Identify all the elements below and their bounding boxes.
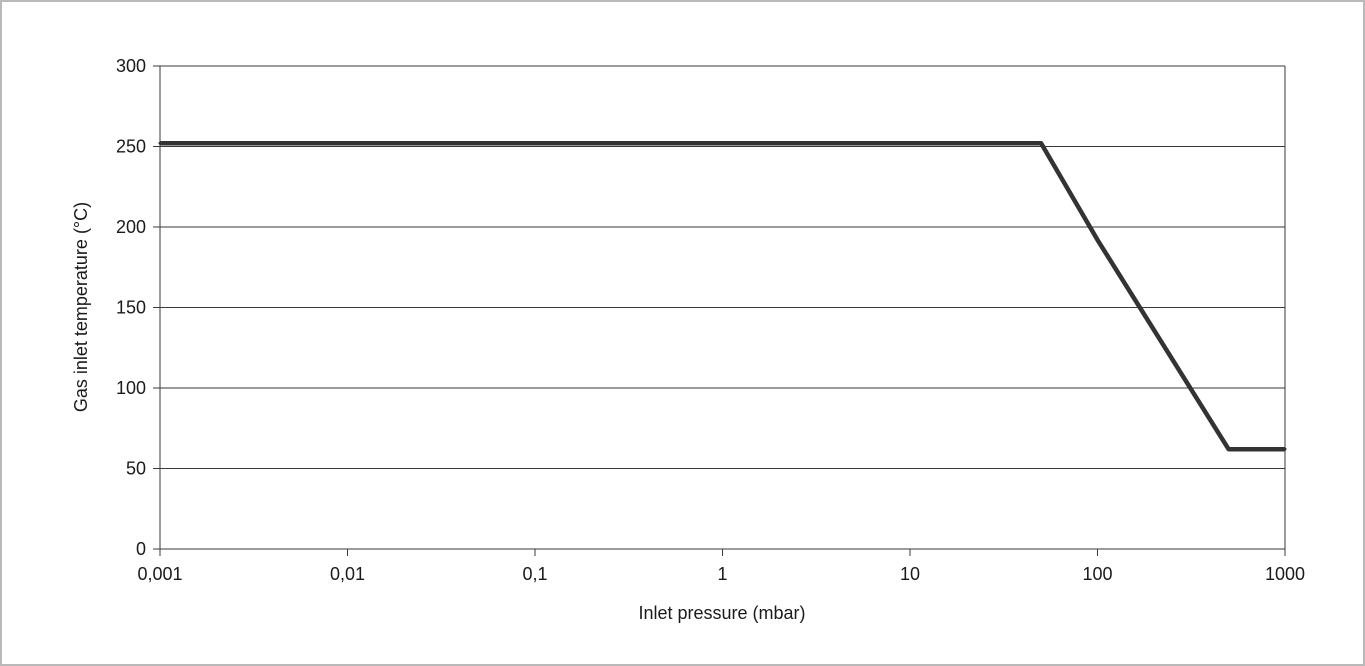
- series-point-0-1: [1039, 141, 1043, 145]
- y-tick-label-300: 300: [116, 56, 146, 76]
- x-tick-label-0,1: 0,1: [522, 564, 547, 584]
- series-point-0-4: [1283, 447, 1287, 451]
- y-tick-label-150: 150: [116, 298, 146, 318]
- gridlines: [160, 65, 1285, 469]
- y-tick-label-100: 100: [116, 378, 146, 398]
- series-point-0-3: [1227, 447, 1231, 451]
- y-tick-label-200: 200: [116, 217, 146, 237]
- y-tick-label-50: 50: [126, 459, 146, 479]
- axes: [153, 65, 1286, 556]
- series-layer: [158, 141, 1287, 452]
- x-axis-title: Inlet pressure (mbar): [638, 603, 805, 623]
- x-tick-label-0,01: 0,01: [330, 564, 365, 584]
- x-tick-label-10: 10: [900, 564, 920, 584]
- y-tick-label-250: 250: [116, 137, 146, 157]
- x-tick-label-100: 100: [1082, 564, 1112, 584]
- series-point-0-0: [158, 141, 162, 145]
- y-tick-label-0: 0: [136, 539, 146, 559]
- x-tick-label-1000: 1000: [1265, 564, 1305, 584]
- x-tick-label-1: 1: [717, 564, 727, 584]
- tick-labels: 0 50 100 150 200 250 300 0,001 0,01 0,1 1 10 100 1000: [116, 56, 1305, 584]
- y-axis-title: Gas inlet temperature (°C): [71, 202, 91, 412]
- series-line-0: [160, 141, 1285, 452]
- x-tick-label-0,001: 0,001: [137, 564, 182, 584]
- series-point-0-2: [1096, 238, 1099, 242]
